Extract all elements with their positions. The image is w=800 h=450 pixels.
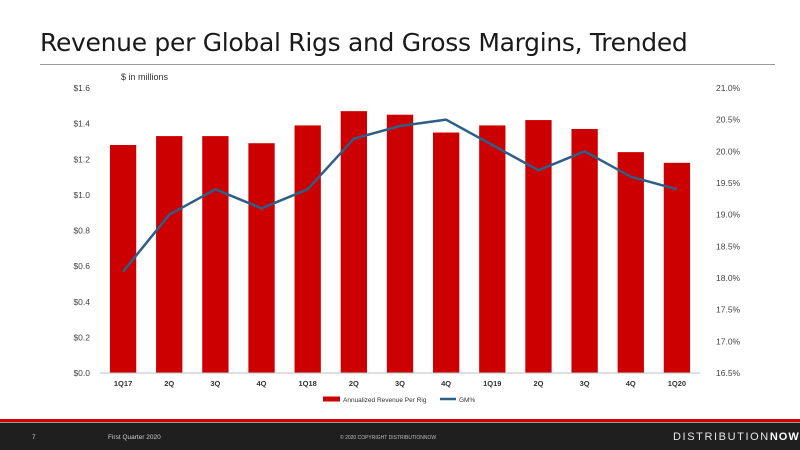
y-right-tick-label: 17.0% xyxy=(716,336,741,346)
x-tick-label: 4Q xyxy=(257,379,267,388)
bar xyxy=(479,125,506,373)
y-left-tick-label: $0.2 xyxy=(73,332,90,342)
bar xyxy=(248,143,275,373)
footer-bar xyxy=(0,422,800,450)
footer-accent-stripe xyxy=(0,419,800,422)
y-right-tick-label: 20.0% xyxy=(716,146,741,156)
y-right-tick-label: 18.0% xyxy=(716,273,741,283)
y-right-tick-label: 16.5% xyxy=(716,368,741,378)
x-tick-label: 1Q17 xyxy=(114,379,132,388)
y-left-tick-label: $1.2 xyxy=(73,154,90,164)
y-right-tick-label: 21.0% xyxy=(716,83,741,93)
bar xyxy=(156,136,183,373)
y-left-tick-label: $1.0 xyxy=(73,190,90,200)
bar xyxy=(571,128,598,373)
footer-divider xyxy=(0,422,800,423)
x-tick-label: 1Q19 xyxy=(483,379,501,388)
y-left-tick-label: $0.6 xyxy=(73,261,90,271)
y-right-tick-label: 19.0% xyxy=(716,210,741,220)
y-left-tick-label: $1.4 xyxy=(73,119,90,129)
x-tick-label: 4Q xyxy=(626,379,636,388)
bar xyxy=(525,120,552,373)
logo-text-now: NOW xyxy=(769,431,800,443)
x-tick-label: 1Q18 xyxy=(299,379,317,388)
logo-text-distribution: DISTRIBUTION xyxy=(673,431,770,443)
y-left-tick-label: $0.8 xyxy=(73,226,90,236)
x-tick-label: 2Q xyxy=(164,379,174,388)
period-label: First Quarter 2020 xyxy=(108,434,161,441)
y-left-tick-label: $0.4 xyxy=(73,297,90,307)
x-tick-label: 3Q xyxy=(210,379,220,388)
x-tick-label: 3Q xyxy=(580,379,590,388)
y-right-tick-label: 19.5% xyxy=(716,178,741,188)
company-logo: DISTRIBUTIONNOW xyxy=(673,431,800,443)
legend-label-line: GM% xyxy=(459,397,475,404)
y-right-tick-label: 18.5% xyxy=(716,241,741,251)
units-note: $ in millions xyxy=(121,72,169,82)
x-tick-label: 3Q xyxy=(395,379,405,388)
y-right-tick-label: 17.5% xyxy=(716,305,741,315)
revenue-gm-chart: $ in millions $0.0 $0.2 $0.4 $0.6 $0.8 $1.0 $1.… xyxy=(73,72,741,404)
page-number: 7 xyxy=(32,434,36,441)
copyright-notice: © 2020 COPYRIGHT DISTRIBUTIONNOW xyxy=(340,435,437,441)
legend-label-bar: Annualized Revenue Per Rig xyxy=(343,397,427,404)
x-tick-label: 2Q xyxy=(533,379,543,388)
bar xyxy=(294,125,321,373)
title-divider xyxy=(40,64,775,65)
x-tick-label: 1Q20 xyxy=(668,379,686,388)
legend-swatch-bar xyxy=(323,396,340,402)
y-left-tick-label: $0.0 xyxy=(73,368,90,378)
x-tick-label: 4Q xyxy=(441,379,451,388)
x-tick-label: 2Q xyxy=(349,379,359,388)
y-left-tick-label: $1.6 xyxy=(73,83,90,93)
bar xyxy=(340,111,367,373)
bar xyxy=(202,136,229,373)
bar xyxy=(617,152,644,373)
slide-title: Revenue per Global Rigs and Gross Margin… xyxy=(40,28,688,57)
bar xyxy=(663,162,691,373)
bar xyxy=(433,132,460,373)
y-right-tick-label: 20.5% xyxy=(716,115,741,125)
bar xyxy=(386,114,414,373)
